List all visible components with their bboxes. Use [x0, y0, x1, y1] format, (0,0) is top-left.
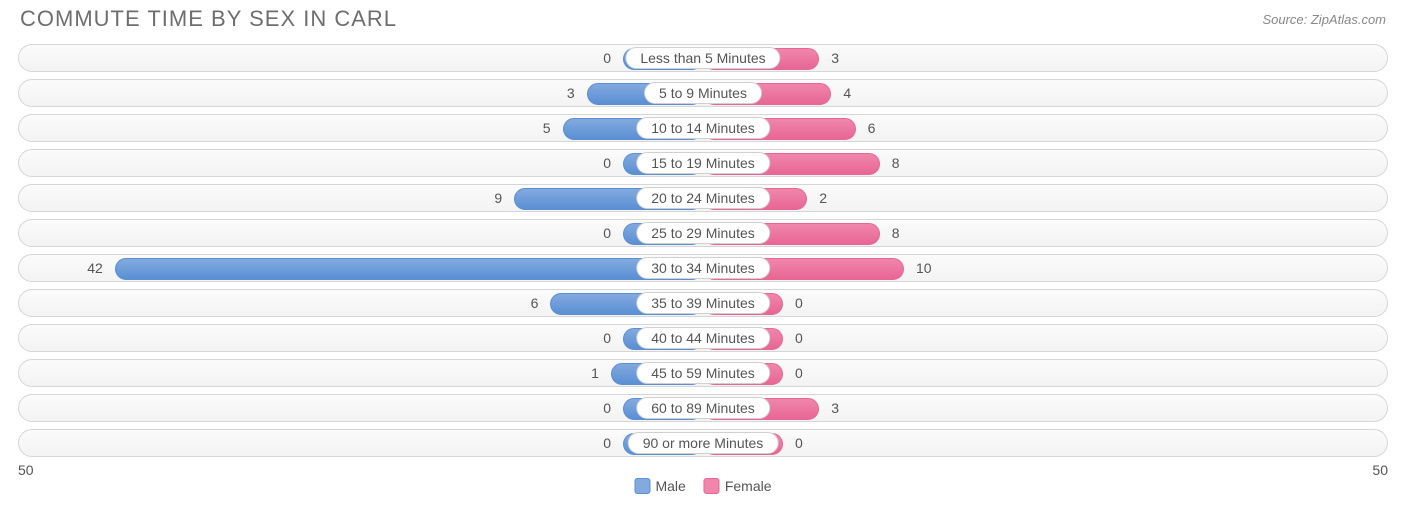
- male-value: 0: [603, 155, 611, 171]
- chart-header: COMMUTE TIME BY SEX IN CARL Source: ZipA…: [0, 0, 1406, 36]
- chart-row: 35 to 39 Minutes 6 0: [18, 289, 1388, 317]
- chart-row: 40 to 44 Minutes 0 0: [18, 324, 1388, 352]
- legend: Male Female: [634, 478, 771, 494]
- category-label: 30 to 34 Minutes: [636, 257, 770, 279]
- category-label: 15 to 19 Minutes: [636, 152, 770, 174]
- female-value: 8: [892, 225, 900, 241]
- category-label: 35 to 39 Minutes: [636, 292, 770, 314]
- category-label: 10 to 14 Minutes: [636, 117, 770, 139]
- legend-female-label: Female: [725, 478, 772, 494]
- male-value: 0: [603, 225, 611, 241]
- chart-row: Less than 5 Minutes 0 3: [18, 44, 1388, 72]
- category-label: 20 to 24 Minutes: [636, 187, 770, 209]
- male-value: 5: [543, 120, 551, 136]
- female-value: 0: [795, 330, 803, 346]
- female-value: 0: [795, 295, 803, 311]
- male-value: 0: [603, 435, 611, 451]
- male-value: 42: [87, 260, 103, 276]
- female-value: 0: [795, 435, 803, 451]
- legend-male-label: Male: [655, 478, 685, 494]
- axis-left: 50: [18, 462, 34, 478]
- category-label: 40 to 44 Minutes: [636, 327, 770, 349]
- chart-area: Less than 5 Minutes 0 3 5 to 9 Minutes 3 4 10 …: [0, 36, 1406, 457]
- female-value: 10: [916, 260, 932, 276]
- female-swatch-icon: [704, 478, 720, 494]
- female-value: 3: [831, 50, 839, 66]
- chart-row: 60 to 89 Minutes 0 3: [18, 394, 1388, 422]
- male-swatch-icon: [634, 478, 650, 494]
- male-bar: [115, 258, 703, 280]
- chart-row: 90 or more Minutes 0 0: [18, 429, 1388, 457]
- female-value: 4: [843, 85, 851, 101]
- chart-row: 25 to 29 Minutes 0 8: [18, 219, 1388, 247]
- male-value: 0: [603, 50, 611, 66]
- male-value: 9: [494, 190, 502, 206]
- chart-row: 20 to 24 Minutes 9 2: [18, 184, 1388, 212]
- male-value: 0: [603, 330, 611, 346]
- category-label: 60 to 89 Minutes: [636, 397, 770, 419]
- category-label: 25 to 29 Minutes: [636, 222, 770, 244]
- category-label: 45 to 59 Minutes: [636, 362, 770, 384]
- legend-male: Male: [634, 478, 685, 494]
- legend-female: Female: [704, 478, 772, 494]
- male-value: 0: [603, 400, 611, 416]
- chart-row: 10 to 14 Minutes 5 6: [18, 114, 1388, 142]
- male-value: 3: [567, 85, 575, 101]
- chart-row: 5 to 9 Minutes 3 4: [18, 79, 1388, 107]
- axis-labels: 50 50: [0, 462, 1406, 478]
- chart-row: 15 to 19 Minutes 0 8: [18, 149, 1388, 177]
- category-label: 90 or more Minutes: [628, 432, 779, 454]
- chart-footer: 50 50 Male Female: [0, 462, 1406, 486]
- chart-row: 30 to 34 Minutes 42 10: [18, 254, 1388, 282]
- chart-source: Source: ZipAtlas.com: [1262, 12, 1386, 27]
- male-value: 1: [591, 365, 599, 381]
- female-value: 2: [819, 190, 827, 206]
- female-value: 0: [795, 365, 803, 381]
- chart-row: 45 to 59 Minutes 1 0: [18, 359, 1388, 387]
- female-value: 8: [892, 155, 900, 171]
- category-label: 5 to 9 Minutes: [644, 82, 762, 104]
- female-value: 6: [868, 120, 876, 136]
- axis-right: 50: [1372, 462, 1388, 478]
- chart-title: COMMUTE TIME BY SEX IN CARL: [20, 6, 397, 32]
- female-value: 3: [831, 400, 839, 416]
- male-value: 6: [531, 295, 539, 311]
- category-label: Less than 5 Minutes: [625, 47, 780, 69]
